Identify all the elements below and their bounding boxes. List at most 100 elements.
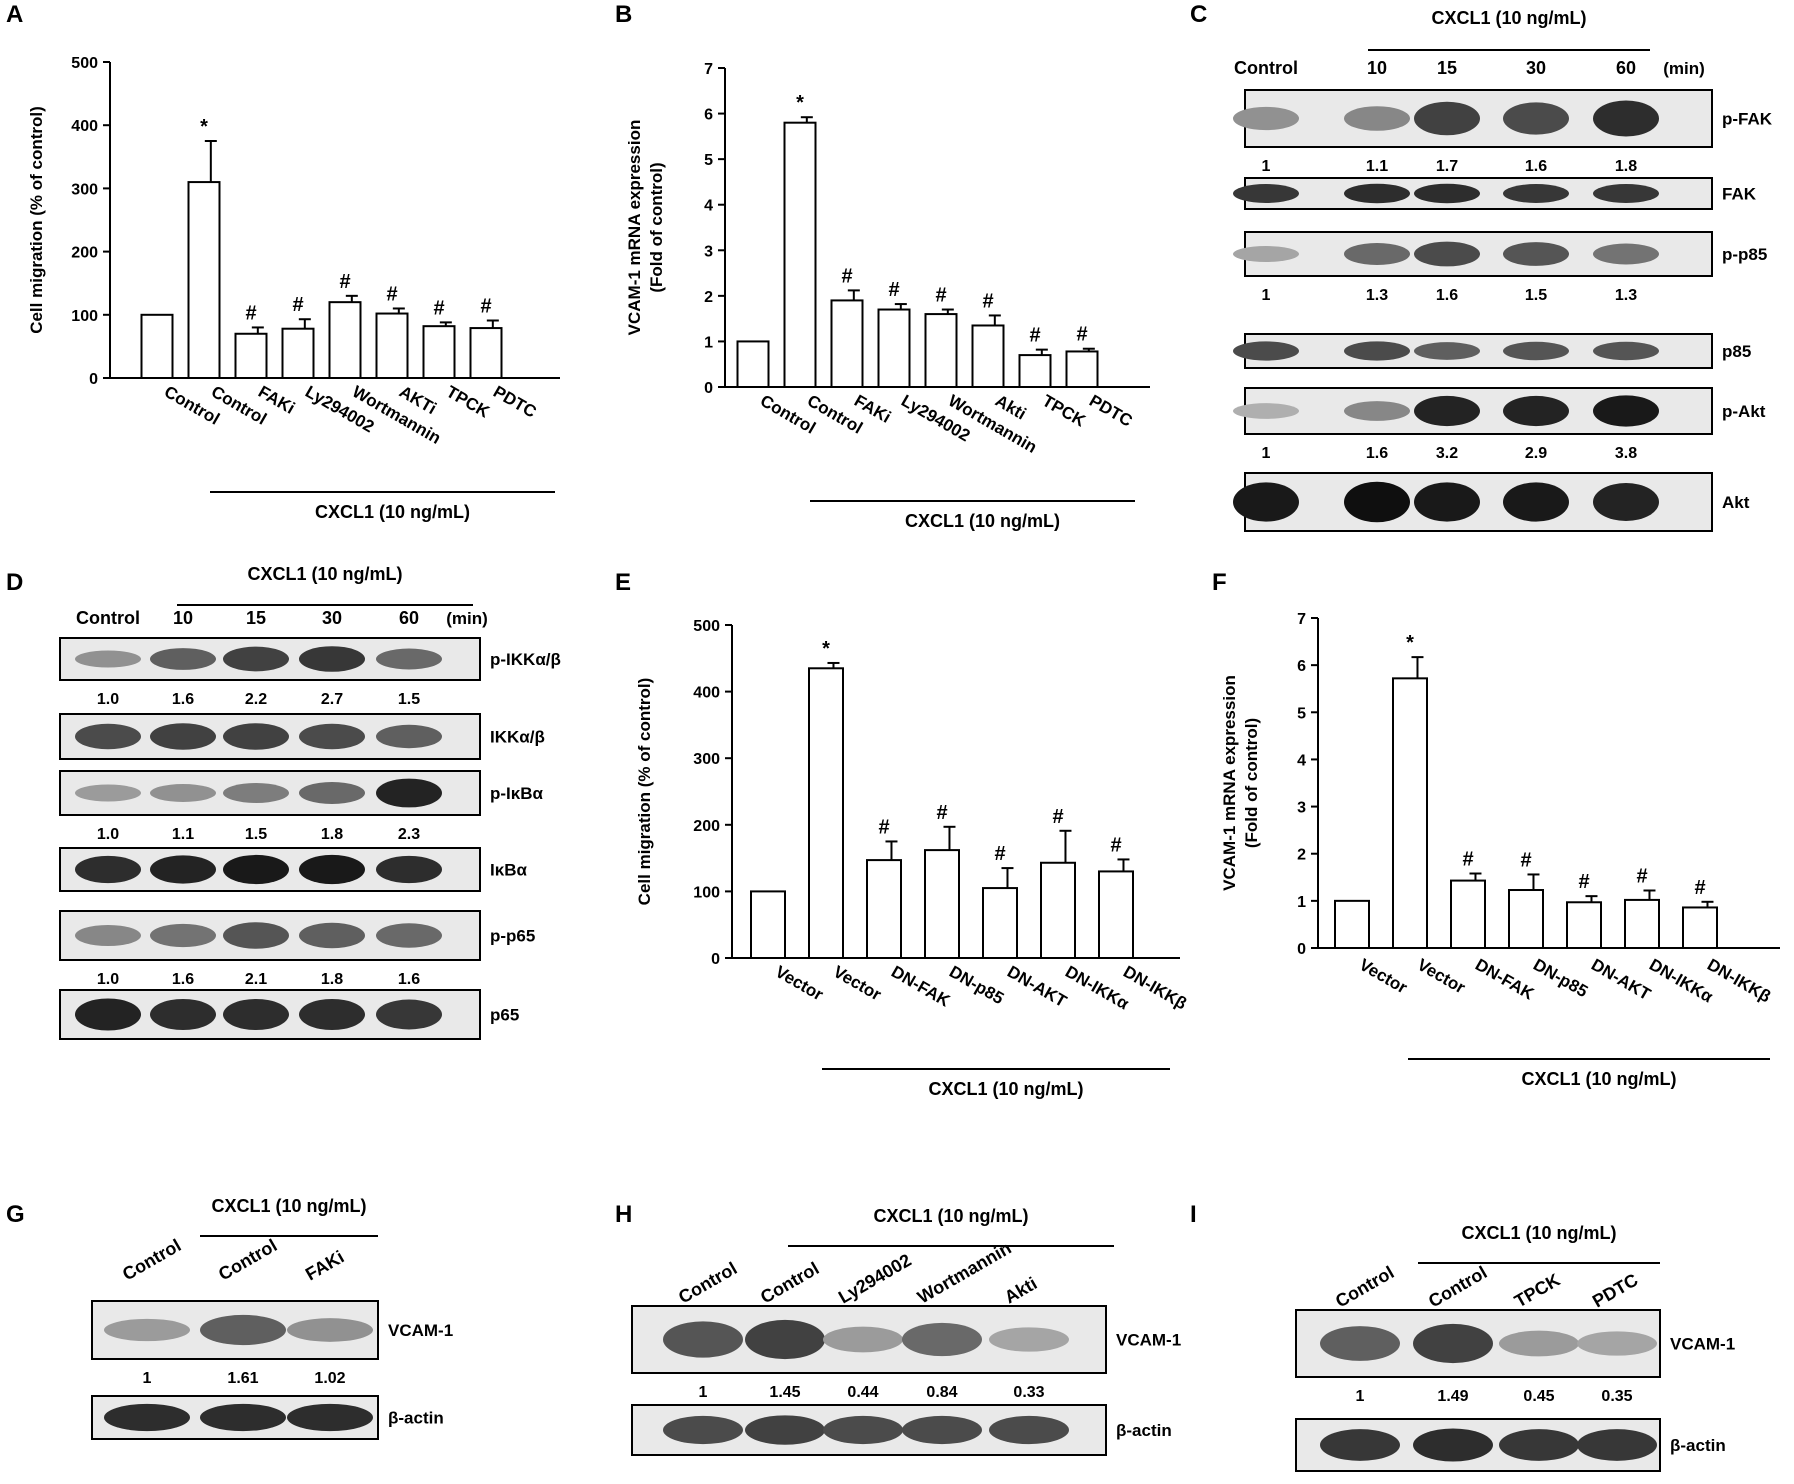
quant-value: 1 bbox=[143, 1370, 152, 1387]
blot-row: p-IκBα 1.0 1.1 1.5 1.8 2.3 bbox=[59, 770, 544, 843]
band bbox=[1233, 403, 1299, 419]
lane-label: Control bbox=[757, 1258, 822, 1307]
y-tick-label: 3 bbox=[704, 243, 713, 260]
bar bbox=[328, 301, 362, 379]
group-label: CXCL1 (10 ng/mL) bbox=[905, 511, 1060, 531]
band bbox=[223, 854, 289, 885]
quant-value: 2.2 bbox=[245, 691, 267, 708]
band bbox=[104, 1318, 190, 1342]
y-tick-label: 6 bbox=[1297, 658, 1306, 675]
row-label: p65 bbox=[490, 1006, 519, 1025]
band bbox=[376, 648, 442, 670]
row-label: IκBα bbox=[490, 861, 527, 880]
band bbox=[745, 1319, 825, 1360]
y-tick-label: 5 bbox=[1297, 705, 1306, 722]
row-label: p-p65 bbox=[490, 927, 535, 946]
blot-row: p-Akt 1 1.6 3.2 2.9 3.8 bbox=[1233, 387, 1766, 462]
quant-value: 1.8 bbox=[321, 826, 343, 843]
band bbox=[299, 723, 365, 750]
quant-value: 2.3 bbox=[398, 826, 420, 843]
lane-label: 15 bbox=[246, 608, 266, 628]
y-axis-title: Cell migration (% of control) bbox=[635, 678, 654, 906]
y-tick-label: 0 bbox=[89, 371, 98, 388]
y-tick-label: 7 bbox=[1297, 611, 1306, 628]
band bbox=[823, 1415, 903, 1445]
blot-row: p65 bbox=[59, 989, 519, 1040]
significance-hash: # bbox=[888, 279, 899, 301]
bar-chart-a: 0 100 200 300 400 500 Cell migration (% of con… bbox=[27, 55, 560, 522]
significance-hash: # bbox=[935, 285, 946, 307]
band bbox=[1414, 342, 1480, 360]
bar-chart-f: 0 1 2 3 4 5 6 7 VCAM-1 mRNA expression (Fold of c… bbox=[1220, 611, 1780, 1089]
bar bbox=[1566, 901, 1602, 949]
bar bbox=[422, 325, 456, 379]
bar bbox=[866, 859, 902, 960]
y-tick-label: 6 bbox=[704, 107, 713, 124]
band bbox=[745, 1415, 825, 1445]
significance-hash: # bbox=[1076, 324, 1087, 346]
band bbox=[1414, 241, 1480, 267]
band bbox=[376, 999, 442, 1030]
lane-label: Control bbox=[215, 1235, 280, 1284]
category-label: PDTC bbox=[490, 382, 540, 422]
band bbox=[223, 922, 289, 949]
panel-letter-d: D bbox=[6, 569, 23, 596]
y-tick-label: 200 bbox=[71, 245, 98, 262]
bar bbox=[877, 308, 911, 388]
panel-letter-e: E bbox=[615, 569, 631, 596]
quant-value: 1.6 bbox=[1366, 445, 1388, 462]
y-tick-label: 5 bbox=[704, 152, 713, 169]
band bbox=[75, 650, 141, 668]
significance-hash: # bbox=[1052, 806, 1063, 828]
category-label: PDTC bbox=[1086, 391, 1136, 431]
row-label: p-FAK bbox=[1722, 110, 1773, 129]
band bbox=[1344, 481, 1410, 523]
y-tick-label: 100 bbox=[693, 884, 720, 901]
y-tick-label: 3 bbox=[1297, 800, 1306, 817]
band bbox=[287, 1403, 373, 1432]
blot-row: p-p65 1.0 1.6 2.1 1.8 1.6 bbox=[59, 910, 535, 988]
significance-star: * bbox=[796, 92, 804, 114]
quant-value: 3.8 bbox=[1615, 445, 1637, 462]
row-label: β-actin bbox=[388, 1409, 444, 1428]
y-tick-label: 1 bbox=[704, 334, 713, 351]
significance-star: * bbox=[822, 638, 830, 660]
category-label: TPCK bbox=[443, 382, 493, 422]
lane-label: 10 bbox=[173, 608, 193, 628]
blot-panel-i: CXCL1 (10 ng/mL)Control Control TPCK PDTCVC… bbox=[1295, 1223, 1735, 1472]
band bbox=[75, 723, 141, 750]
y-tick-label: 500 bbox=[693, 618, 720, 635]
lane-label: Control bbox=[1332, 1262, 1397, 1311]
blot-row: FAK bbox=[1233, 177, 1757, 210]
lane-label: Control bbox=[675, 1258, 740, 1307]
band bbox=[104, 1403, 190, 1432]
quant-value: 1.6 bbox=[1525, 158, 1547, 175]
band bbox=[1593, 243, 1659, 265]
bar bbox=[750, 890, 786, 960]
lane-label: Ly294002 bbox=[835, 1250, 915, 1308]
bar-chart-e: 0 100 200 300 400 500 Cell migration (% of con… bbox=[635, 618, 1190, 1099]
significance-hash: # bbox=[1462, 849, 1473, 871]
row-label: VCAM-1 bbox=[388, 1321, 453, 1340]
y-axis-title: Cell migration (% of control) bbox=[27, 106, 46, 334]
quant-value: 1 bbox=[1262, 287, 1271, 304]
quant-value: 1.8 bbox=[1615, 158, 1637, 175]
panel-letter-b: B bbox=[615, 1, 632, 28]
y-tick-label: 400 bbox=[71, 118, 98, 135]
lane-label: 30 bbox=[322, 608, 342, 628]
blot-panel-d: CXCL1 (10 ng/mL) Control 10 15 30 60 (min) p-IK… bbox=[59, 564, 561, 1040]
band bbox=[1503, 341, 1569, 361]
bar bbox=[1682, 906, 1718, 950]
band bbox=[299, 782, 365, 804]
y-tick-label: 4 bbox=[1297, 752, 1306, 769]
category-label: Vector bbox=[1356, 955, 1411, 998]
category-label: DN-FAK bbox=[1472, 955, 1538, 1004]
y-tick-label: 300 bbox=[693, 751, 720, 768]
quant-value: 0.84 bbox=[926, 1384, 957, 1401]
row-label: VCAM-1 bbox=[1670, 1335, 1735, 1354]
blot-panel-g: CXCL1 (10 ng/mL) Control Control FAKi VCAM-1… bbox=[91, 1196, 453, 1440]
quant-value: 0.44 bbox=[847, 1384, 878, 1401]
y-tick-label: 300 bbox=[71, 181, 98, 198]
panel-letter-f: F bbox=[1212, 569, 1227, 596]
band bbox=[223, 783, 289, 803]
